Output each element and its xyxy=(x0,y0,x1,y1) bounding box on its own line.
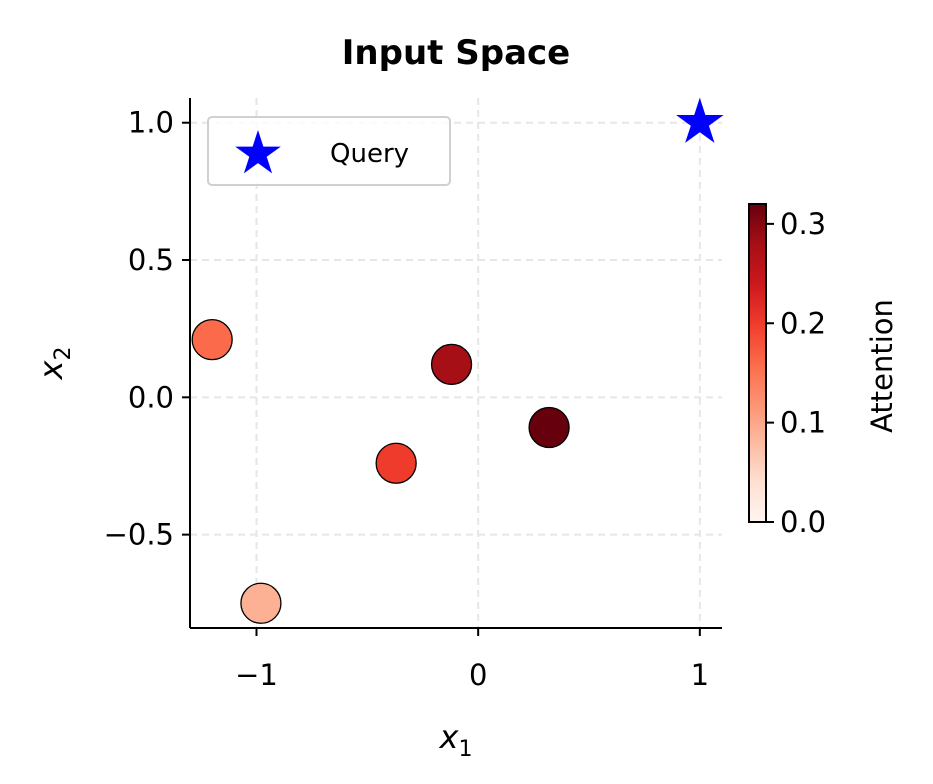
colorbar: 0.0 0.1 0.2 0.3 Attention xyxy=(748,203,899,539)
data-point xyxy=(375,442,417,484)
data-point xyxy=(430,343,473,386)
x-ticks: −1 0 1 xyxy=(235,628,709,692)
colorbar-tick-label: 0.0 xyxy=(780,505,826,539)
y-tick-label: 0.5 xyxy=(128,243,174,277)
data-point xyxy=(528,406,570,449)
data-point xyxy=(191,319,233,361)
y-tick-label: −0.5 xyxy=(104,518,174,552)
colorbar-tick-label: 0.2 xyxy=(780,306,826,340)
query-point xyxy=(676,97,724,143)
x-tick-label: −1 xyxy=(235,658,278,692)
legend-label-query: Query xyxy=(330,139,409,169)
y-axis-label: x2 xyxy=(32,347,76,381)
colorbar-label: Attention xyxy=(865,299,899,433)
data-point xyxy=(240,582,282,624)
x-tick-label: 0 xyxy=(469,658,487,692)
y-tick-label: 0.0 xyxy=(128,380,174,414)
colorbar-gradient xyxy=(748,203,767,523)
query-star-icon xyxy=(676,97,724,143)
x-tick-label: 1 xyxy=(691,658,709,692)
legend: Query xyxy=(207,116,451,186)
x-axis-label: x1 xyxy=(439,718,473,762)
legend-star-icon xyxy=(235,130,281,174)
y-ticks: −0.5 0.0 0.5 1.0 xyxy=(104,106,190,552)
colorbar-tick-label: 0.1 xyxy=(780,406,826,440)
data-points xyxy=(191,319,570,624)
colorbar-ticks: 0.0 0.1 0.2 0.3 xyxy=(766,207,826,539)
chart-title: Input Space xyxy=(342,33,570,73)
colorbar-tick-label: 0.3 xyxy=(780,207,826,241)
y-tick-label: 1.0 xyxy=(128,106,174,140)
